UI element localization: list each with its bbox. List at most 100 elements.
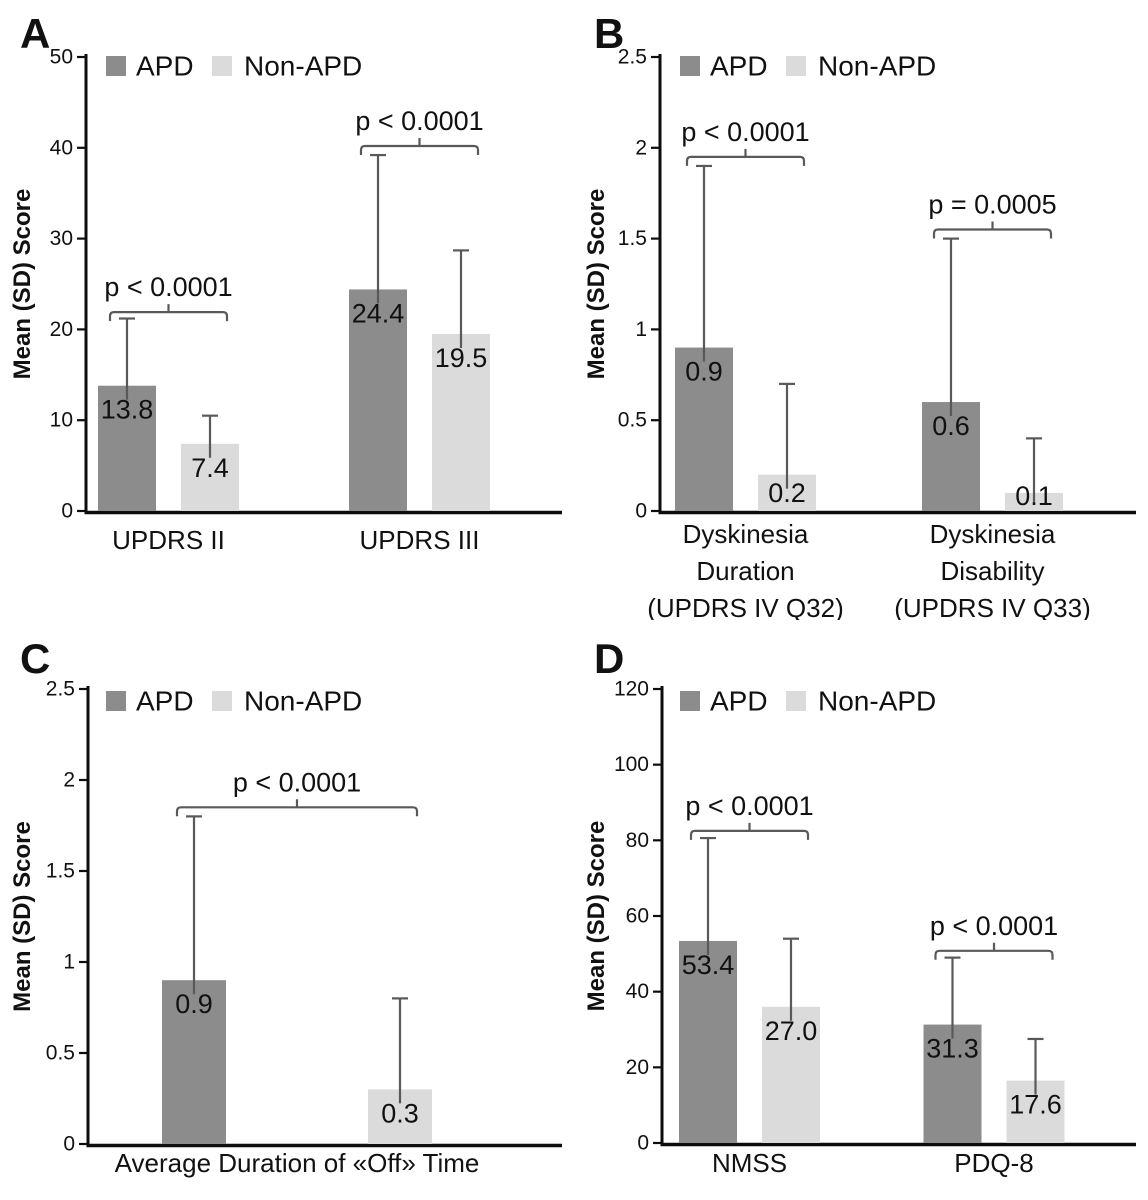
y-tick-label: 2.5	[46, 678, 75, 701]
panel-letter: C	[20, 635, 50, 682]
y-tick-label: 0	[61, 500, 73, 523]
y-tick-label: 30	[50, 227, 73, 250]
legend-label-non-apd: Non-APD	[244, 686, 362, 717]
value-label: 0.9	[175, 989, 213, 1019]
p-value-label: p < 0.0001	[685, 791, 813, 821]
value-label: 0.9	[685, 357, 723, 387]
p-value-label: p < 0.0001	[233, 767, 361, 797]
value-label: 53.4	[682, 950, 735, 980]
value-label: 0.1	[1015, 481, 1053, 511]
legend-label-non-apd: Non-APD	[818, 51, 936, 82]
significance-bracket	[932, 221, 1053, 239]
legend-label-apd: APD	[136, 51, 194, 82]
value-label: 31.3	[926, 1034, 979, 1064]
y-tick-label: 1	[635, 318, 647, 341]
y-tick-label: 0	[635, 500, 647, 523]
legend-swatch-non-apd	[212, 56, 232, 76]
panel-d-chart: 0 20 40 60 80 100 120 Mean (SD) Score 53.4 31.3 27…	[583, 635, 1136, 1178]
y-tick-label: 120	[614, 678, 649, 701]
bar-apd-0	[162, 980, 226, 1144]
y-tick-label: 20	[50, 318, 73, 341]
y-tick-label: 0	[63, 1133, 75, 1156]
y-tick-label: 1.5	[618, 227, 647, 250]
category-label: UPDRS III	[360, 525, 480, 555]
legend-label-apd: APD	[136, 686, 194, 717]
value-label: 0.2	[768, 478, 806, 508]
legend-label-non-apd: Non-APD	[818, 686, 936, 717]
y-tick-label: 40	[626, 980, 649, 1003]
p-value-label: p < 0.0001	[355, 106, 483, 136]
p-value-label: p < 0.0001	[104, 272, 232, 302]
bar-apd-0	[98, 385, 156, 511]
panel-d: 0 20 40 60 80 100 120 Mean (SD) Score 53.4 31.3 27…	[574, 620, 1148, 1200]
category-label: Dyskinesia	[930, 519, 1056, 549]
legend-swatch-apd	[106, 691, 126, 711]
y-tick-label: 20	[626, 1056, 649, 1079]
y-axis-title: Mean (SD) Score	[583, 189, 610, 380]
y-tick-label: 0	[637, 1132, 649, 1155]
y-tick-label: 50	[50, 46, 73, 69]
value-label: 7.4	[191, 453, 229, 483]
y-tick-label: 1	[63, 951, 75, 974]
legend-swatch-apd	[680, 691, 700, 711]
y-tick-label: 40	[50, 136, 73, 159]
category-label: Dyskinesia	[683, 519, 809, 549]
panel-letter: A	[20, 10, 50, 57]
category-label: Average Duration of «Off» Time	[115, 1148, 480, 1178]
bar-apd-0	[675, 347, 733, 511]
value-label: 27.0	[765, 1016, 818, 1046]
significance-bracket	[685, 148, 806, 166]
y-tick-label: 0.5	[618, 409, 647, 432]
value-label: 19.5	[435, 343, 488, 373]
value-label: 0.6	[932, 411, 970, 441]
value-label: 24.4	[352, 298, 405, 328]
category-label: PDQ-8	[954, 1148, 1033, 1178]
significance-bracket	[108, 304, 229, 322]
category-label: Disability	[940, 556, 1044, 586]
value-label: 13.8	[101, 395, 154, 425]
y-tick-label: 1.5	[46, 860, 75, 883]
category-label: (UPDRS IV Q32)	[647, 593, 844, 620]
legend-label-apd: APD	[710, 51, 768, 82]
y-tick-label: 60	[626, 905, 649, 928]
bar-apd-1	[349, 289, 407, 511]
legend-swatch-non-apd	[786, 56, 806, 76]
panel-a-chart: 0 10 20 30 40 50 Mean (SD) Score 13.8 24.4 7.4 19.…	[9, 10, 562, 555]
panel-b: 0 0.5 1 1.5 2 2.5 Mean (SD) Score 0.9 0.6 0.2 0.1 p…	[574, 0, 1148, 620]
y-tick-label: 100	[614, 753, 649, 776]
category-label: UPDRS II	[112, 525, 225, 555]
significance-bracket	[689, 822, 810, 840]
legend-label-non-apd: Non-APD	[244, 51, 362, 82]
category-label: NMSS	[712, 1148, 787, 1178]
panel-b-chart: 0 0.5 1 1.5 2 2.5 Mean (SD) Score 0.9 0.6 0.2 0.1 p…	[583, 10, 1136, 620]
y-tick-label: 80	[626, 829, 649, 852]
legend-swatch-non-apd	[786, 691, 806, 711]
significance-bracket	[359, 137, 480, 155]
y-axis-title: Mean (SD) Score	[9, 821, 36, 1012]
panel-c: 0 0.5 1 1.5 2 2.5 Mean (SD) Score 0.9 0.3 p < 0.0…	[0, 620, 574, 1200]
value-label: 0.3	[381, 1098, 419, 1128]
panel-a: 0 10 20 30 40 50 Mean (SD) Score 13.8 24.4 7.4 19.…	[0, 0, 574, 620]
y-tick-label: 2.5	[618, 46, 647, 69]
y-tick-label: 0.5	[46, 1042, 75, 1065]
panel-letter: B	[594, 10, 624, 57]
p-value-label: p < 0.0001	[930, 911, 1058, 941]
significance-bracket	[175, 799, 419, 817]
p-value-label: p = 0.0005	[928, 190, 1056, 220]
y-tick-label: 2	[635, 136, 647, 159]
y-tick-label: 2	[63, 769, 75, 792]
category-label: Duration	[696, 556, 794, 586]
bar-apd-1	[923, 1024, 982, 1143]
y-tick-label: 10	[50, 409, 73, 432]
legend-label-apd: APD	[710, 686, 768, 717]
panel-c-chart: 0 0.5 1 1.5 2 2.5 Mean (SD) Score 0.9 0.3 p < 0.0…	[9, 635, 562, 1178]
bar-apd-1	[922, 402, 980, 511]
y-axis-title: Mean (SD) Score	[583, 821, 610, 1012]
bar-non-apd-1	[432, 333, 490, 511]
p-value-label: p < 0.0001	[681, 117, 809, 147]
bar-apd-0	[679, 940, 737, 1143]
bar-non-apd-0	[762, 1006, 820, 1143]
y-axis-title: Mean (SD) Score	[9, 189, 36, 380]
value-label: 17.6	[1009, 1090, 1062, 1120]
